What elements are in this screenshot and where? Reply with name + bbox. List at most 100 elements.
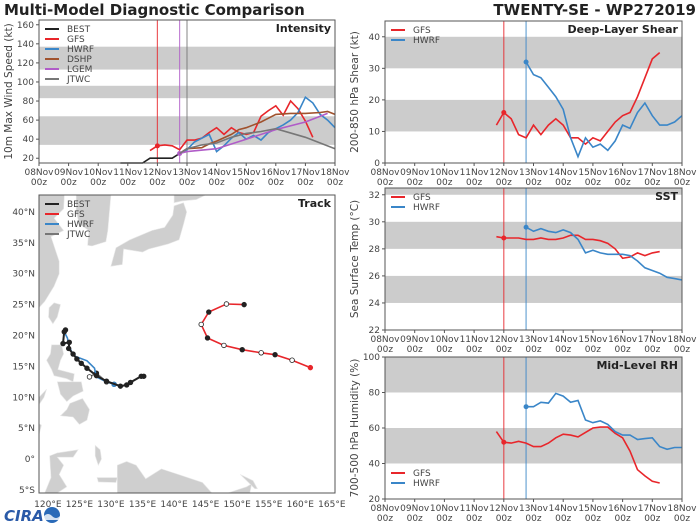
- legend-label-gfs: GFS: [413, 193, 431, 203]
- x-tick-label-hour: 00z: [555, 514, 571, 524]
- legend-label-best: BEST: [67, 25, 91, 35]
- x-tick-label-date: 12Nov: [489, 504, 519, 514]
- lat-tick-label: 25°N: [12, 301, 35, 311]
- cira-logo: CIRA: [4, 507, 60, 525]
- legend-label-gfs: GFS: [67, 210, 85, 220]
- x-tick-label-hour: 00z: [377, 514, 393, 524]
- track-point-gfs: [289, 357, 295, 363]
- shaded-band: [385, 99, 682, 132]
- x-tick-label-date: 15Nov: [232, 168, 262, 178]
- x-tick-label-hour: 00z: [407, 514, 423, 524]
- x-tick-label-date: 17Nov: [638, 335, 668, 345]
- x-tick-label-date: 08Nov: [370, 168, 400, 178]
- shaded-band: [385, 36, 682, 69]
- init-point-hwrf: [523, 404, 529, 410]
- lon-tick-label: 135°E: [129, 500, 157, 510]
- init-point-hwrf: [523, 224, 529, 230]
- track-point-gfs: [307, 364, 314, 371]
- x-tick-label-date: 18Nov: [667, 168, 697, 178]
- x-tick-label-date: 11Nov: [113, 168, 143, 178]
- lon-tick-label: 165°E: [318, 500, 346, 510]
- landmass-visayas: [56, 381, 84, 403]
- x-tick-label-date: 09Nov: [54, 168, 84, 178]
- x-tick-label-date: 10Nov: [430, 335, 460, 345]
- shear-panel: 01020304008Nov00z09Nov00z10Nov00z11Nov00…: [349, 20, 697, 188]
- x-tick-label-date: 12Nov: [489, 335, 519, 345]
- legend-label-hwrf: HWRF: [67, 45, 94, 55]
- x-tick-label-date: 11Nov: [460, 335, 490, 345]
- track-point-gfs: [272, 351, 278, 358]
- lat-tick-label: 10°N: [12, 393, 35, 403]
- series-line-dshp: [179, 110, 336, 155]
- legend-label-lgem: LGEM: [67, 65, 92, 75]
- landmass-seram: [96, 477, 118, 483]
- x-tick-label-hour: 00z: [644, 514, 660, 524]
- lat-tick-label: 20°N: [12, 332, 35, 342]
- x-tick-label-hour: 00z: [466, 178, 482, 188]
- x-tick-label-date: 16Nov: [608, 504, 638, 514]
- track-point-best: [93, 372, 100, 379]
- y-tick-label: 140: [17, 40, 34, 50]
- x-tick-label-hour: 00z: [615, 178, 631, 188]
- x-tick-label-hour: 00z: [209, 178, 225, 188]
- track-point-best: [117, 383, 124, 389]
- x-tick-label-hour: 00z: [555, 178, 571, 188]
- lat-tick-label: 35°N: [12, 239, 35, 249]
- series-line-gfs: [495, 426, 660, 484]
- plot-area: [385, 188, 682, 330]
- y-tick-label: 30: [369, 218, 381, 228]
- landmass-palawan: [39, 388, 47, 406]
- y-tick-label: 60: [23, 116, 35, 126]
- x-tick-label-hour: 00z: [407, 345, 423, 355]
- legend-label-gfs: GFS: [413, 26, 431, 36]
- series-line-hwrf: [179, 95, 336, 155]
- x-tick-label-hour: 00z: [525, 178, 541, 188]
- x-tick-label-date: 09Nov: [400, 168, 430, 178]
- x-tick-label-hour: 00z: [525, 514, 541, 524]
- rh-panel: 2040608010008Nov00z09Nov00z10Nov00z11Nov…: [349, 353, 697, 524]
- y-tick-label: 20: [369, 495, 381, 505]
- x-tick-label-date: 10Nov: [430, 168, 460, 178]
- series-line-lgem: [179, 112, 328, 155]
- x-tick-label-hour: 00z: [407, 178, 423, 188]
- legend-label-hwrf: HWRF: [413, 36, 440, 46]
- y-tick-label: 20: [369, 96, 381, 106]
- x-tick-label-hour: 00z: [120, 178, 136, 188]
- x-tick-label-date: 12Nov: [143, 168, 173, 178]
- y-axis-label: Sea Surface Temp (°C): [349, 200, 361, 318]
- track-point-gfs: [204, 335, 211, 341]
- track-point-gfs: [241, 301, 247, 308]
- track-point-best: [124, 382, 130, 388]
- legend-label-jtwc: JTWC: [66, 230, 90, 240]
- x-tick-label-date: 14Nov: [549, 168, 579, 178]
- landmass-japan: [110, 202, 188, 267]
- x-tick-label-hour: 00z: [615, 345, 631, 355]
- x-tick-label-date: 11Nov: [460, 504, 490, 514]
- x-tick-label-date: 16Nov: [261, 168, 291, 178]
- shaded-band: [385, 221, 682, 249]
- y-tick-label: 40: [369, 33, 381, 43]
- track-point-best: [127, 379, 134, 386]
- panel-title: Intensity: [276, 22, 331, 35]
- x-tick-label-date: 16Nov: [608, 335, 638, 345]
- y-axis-label: 10m Max Wind Speed (kt): [3, 23, 15, 159]
- lon-tick-label: 140°E: [160, 500, 188, 510]
- y-tick-label: 40: [369, 460, 381, 470]
- x-tick-label-date: 14Nov: [549, 335, 579, 345]
- y-tick-label: 80: [23, 97, 35, 107]
- track-point-best: [74, 356, 80, 362]
- x-tick-label-hour: 00z: [297, 178, 313, 188]
- sst-panel: 22242628303208Nov00z09Nov00z10Nov00z11No…: [349, 187, 697, 355]
- x-tick-label-hour: 00z: [525, 345, 541, 355]
- x-tick-label-date: 08Nov: [370, 504, 400, 514]
- track-point-best: [66, 339, 72, 346]
- lon-tick-label: 125°E: [66, 500, 94, 510]
- x-tick-label-date: 08Nov: [370, 335, 400, 345]
- track-point-best: [65, 345, 72, 352]
- landmass-halmahera: [94, 444, 102, 466]
- landmass-newireland: [240, 474, 258, 490]
- landmass-taiwan: [48, 302, 61, 325]
- wave-icon: [44, 514, 60, 520]
- track-point-best: [84, 365, 90, 371]
- intensity-panel: 2040608010012014016008Nov00z09Nov00z10No…: [3, 19, 350, 188]
